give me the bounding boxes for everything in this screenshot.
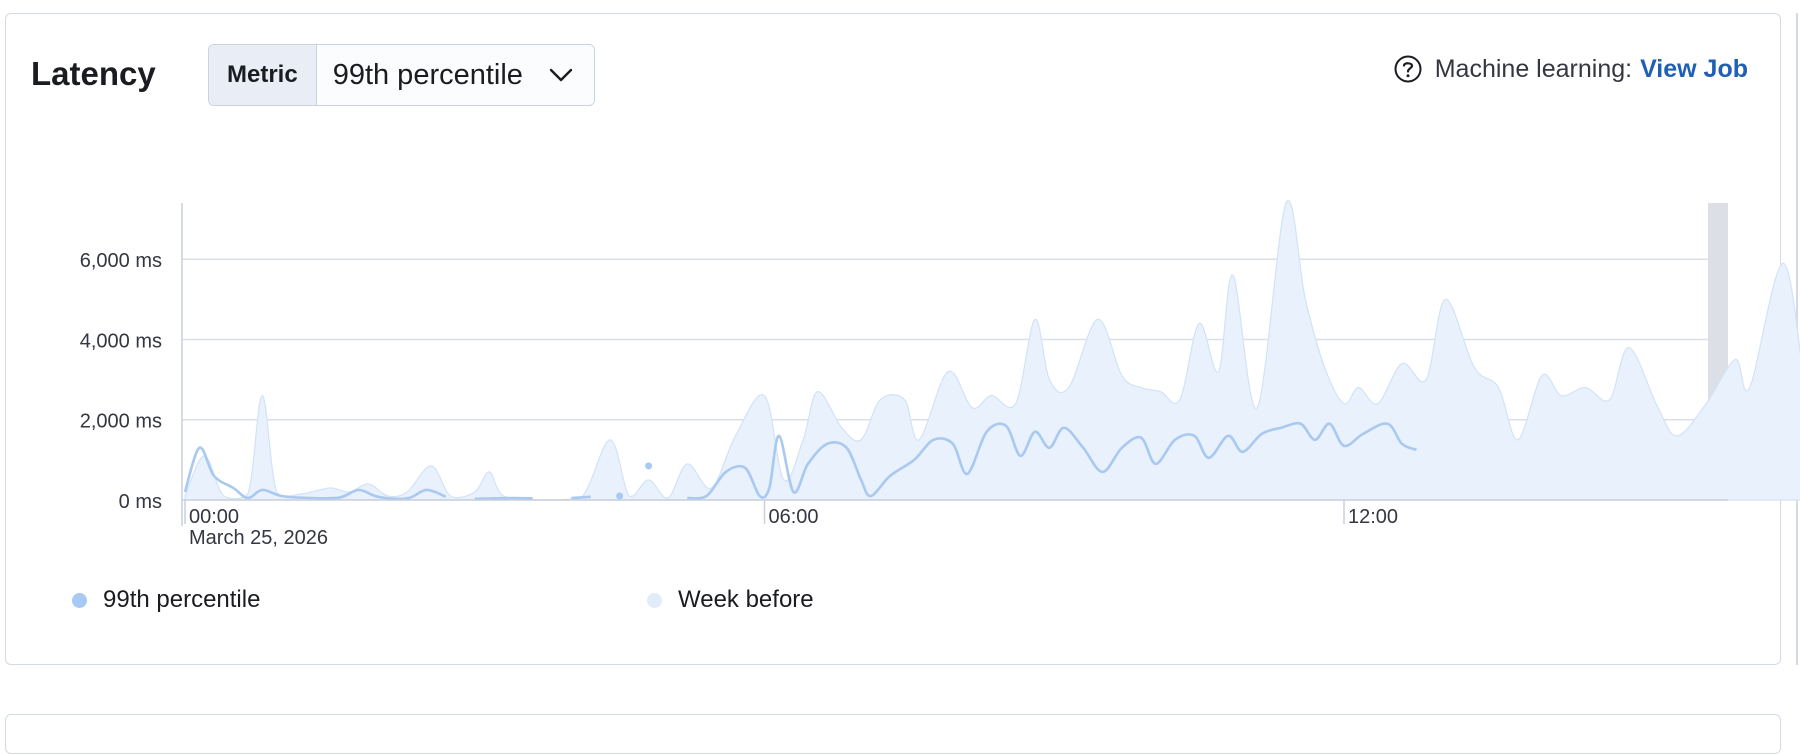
legend-item-primary[interactable]: 99th percentile: [72, 586, 260, 614]
primary-line-segment-3: [687, 421, 1417, 500]
primary-point-0: [616, 492, 624, 500]
primary-series: [183, 421, 1417, 501]
question-circle-icon[interactable]: [1393, 54, 1423, 84]
legend-item-comparison[interactable]: Week before: [647, 586, 814, 614]
page-title: Latency: [31, 55, 156, 92]
legend-label-comparison: Week before: [678, 586, 814, 613]
y-tick-label: 0 ms: [119, 491, 162, 513]
legend-dot-primary: [72, 592, 87, 608]
y-tick-label: 6,000 ms: [80, 250, 162, 272]
primary-line-segment-1: [474, 496, 533, 501]
y-tick-label: 4,000 ms: [80, 330, 162, 352]
ml-info: Machine learning: View Job: [1393, 54, 1748, 84]
primary-point-1: [645, 462, 653, 470]
metric-value: 99th percentile: [332, 58, 523, 91]
primary-line-segment-0: [183, 446, 447, 501]
metric-dropdown[interactable]: 99th percentile: [316, 45, 594, 105]
metric-selector: Metric 99th percentile: [208, 44, 595, 106]
primary-line-segment-2: [571, 495, 591, 500]
x-tick-label: 00:00: [189, 506, 239, 528]
view-job-link[interactable]: View Job: [1640, 54, 1748, 83]
x-tick-label: 06:00: [769, 506, 819, 528]
metric-label: Metric: [209, 45, 317, 105]
comparison-area: [184, 199, 1800, 501]
comparison-area-path: [184, 199, 1800, 501]
y-tick-label: 2,000 ms: [80, 411, 162, 433]
x-tick-label: 12:00: [1348, 506, 1398, 528]
chevron-down-icon: [549, 68, 572, 82]
legend-label-primary: 99th percentile: [103, 586, 261, 613]
ml-label: Machine learning:: [1434, 54, 1633, 83]
x-tick-sublabel: March 25, 2026: [189, 527, 328, 549]
legend-dot-comparison: [647, 592, 662, 608]
